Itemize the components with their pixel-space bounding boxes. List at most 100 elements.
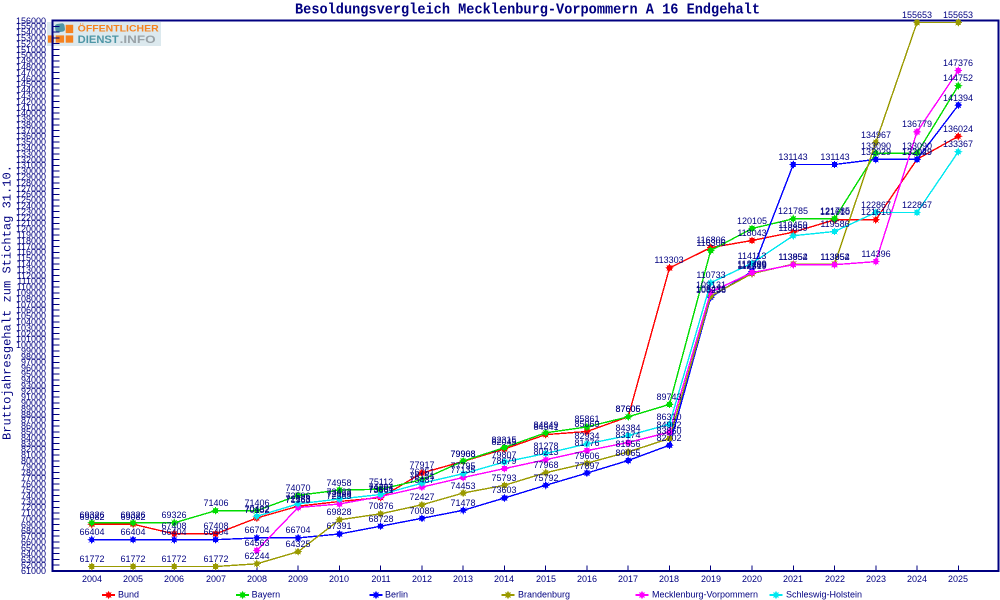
svg-text:2018: 2018 (659, 574, 679, 584)
svg-text:85069: 85069 (574, 419, 599, 429)
svg-text:82000: 82000 (21, 444, 46, 454)
svg-text:121610: 121610 (861, 207, 891, 217)
svg-text:116806: 116806 (696, 235, 725, 245)
svg-text:124000: 124000 (16, 201, 46, 211)
svg-text:80065: 80065 (615, 448, 640, 458)
svg-text:84849: 84849 (533, 420, 558, 430)
svg-text:82934: 82934 (574, 431, 599, 441)
svg-text:83174: 83174 (615, 430, 640, 440)
svg-text:77000: 77000 (21, 473, 46, 483)
svg-text:123000: 123000 (16, 207, 46, 217)
svg-text:87605: 87605 (615, 404, 640, 414)
svg-text:70432: 70432 (244, 504, 269, 514)
svg-text:110733: 110733 (696, 270, 725, 280)
svg-text:84000: 84000 (21, 433, 46, 443)
svg-text:72000: 72000 (21, 502, 46, 512)
svg-text:94000: 94000 (21, 375, 46, 385)
svg-text:61772: 61772 (161, 554, 186, 564)
svg-text:67408: 67408 (203, 521, 228, 531)
svg-text:121785: 121785 (778, 206, 808, 216)
svg-text:100000: 100000 (16, 340, 46, 350)
svg-text:69828: 69828 (326, 507, 351, 517)
svg-text:125000: 125000 (16, 195, 46, 205)
svg-text:132049: 132049 (902, 147, 932, 157)
svg-text:131000: 131000 (16, 160, 46, 170)
svg-text:93000: 93000 (21, 381, 46, 391)
svg-text:2010: 2010 (329, 574, 349, 584)
svg-text:83000: 83000 (21, 439, 46, 449)
svg-text:82045: 82045 (491, 437, 516, 447)
svg-text:66404: 66404 (161, 527, 186, 537)
svg-text:146000: 146000 (16, 74, 46, 84)
svg-text:131143: 131143 (820, 152, 849, 162)
svg-text:2005: 2005 (123, 574, 143, 584)
svg-text:113852: 113852 (820, 252, 849, 262)
svg-text:2008: 2008 (247, 574, 267, 584)
svg-text:65000: 65000 (21, 543, 46, 553)
svg-text:68728: 68728 (368, 514, 393, 524)
svg-text:85861: 85861 (574, 414, 599, 424)
svg-text:73661: 73661 (368, 485, 393, 495)
svg-text:103000: 103000 (16, 323, 46, 333)
svg-text:66404: 66404 (120, 527, 145, 537)
svg-text:156000: 156000 (16, 16, 46, 26)
svg-text:122867: 122867 (861, 200, 891, 210)
svg-text:101000: 101000 (16, 334, 46, 344)
svg-text:67391: 67391 (326, 521, 351, 531)
svg-text:77135: 77135 (450, 465, 475, 475)
svg-text:79968: 79968 (450, 449, 475, 459)
svg-text:136024: 136024 (943, 124, 973, 134)
svg-text:2024: 2024 (907, 574, 927, 584)
svg-text:151000: 151000 (16, 45, 46, 55)
svg-text:127000: 127000 (16, 184, 46, 194)
svg-text:119459: 119459 (778, 220, 807, 230)
svg-text:72563: 72563 (326, 491, 351, 501)
svg-text:66404: 66404 (203, 527, 228, 537)
svg-text:Schleswig-Holstein: Schleswig-Holstein (786, 590, 862, 600)
svg-text:81776: 81776 (574, 438, 599, 448)
svg-text:133367: 133367 (943, 139, 973, 149)
svg-text:155000: 155000 (16, 21, 46, 31)
svg-text:139000: 139000 (16, 114, 46, 124)
svg-text:Brandenburg: Brandenburg (518, 590, 570, 600)
svg-text:2011: 2011 (371, 574, 390, 584)
svg-text:2007: 2007 (206, 574, 226, 584)
svg-text:108436: 108436 (696, 284, 726, 294)
svg-text:112709: 112709 (737, 259, 766, 269)
svg-text:2012: 2012 (412, 574, 432, 584)
svg-text:62000: 62000 (21, 560, 46, 570)
svg-text:115000: 115000 (17, 253, 46, 263)
svg-text:79606: 79606 (574, 451, 599, 461)
svg-text:114396: 114396 (861, 249, 890, 259)
svg-text:141394: 141394 (943, 93, 973, 103)
svg-text:144000: 144000 (16, 85, 46, 95)
svg-text:2022: 2022 (825, 574, 845, 584)
svg-text:97000: 97000 (21, 357, 46, 367)
svg-text:72998: 72998 (326, 489, 351, 499)
svg-text:141000: 141000 (16, 103, 46, 113)
svg-text:89000: 89000 (21, 404, 46, 414)
svg-text:108236: 108236 (696, 285, 726, 295)
svg-text:69000: 69000 (21, 520, 46, 530)
svg-text:113954: 113954 (778, 252, 807, 262)
svg-text:113954: 113954 (820, 252, 849, 262)
svg-text:Mecklenburg-Vorpommern: Mecklenburg-Vorpommern (652, 590, 758, 600)
svg-text:2013: 2013 (453, 574, 473, 584)
svg-text:64563: 64563 (244, 538, 269, 548)
svg-text:2021: 2021 (783, 574, 803, 584)
svg-text:79908: 79908 (450, 449, 475, 459)
svg-text:134967: 134967 (861, 130, 891, 140)
svg-text:84541: 84541 (533, 422, 558, 432)
svg-text:113000: 113000 (17, 265, 46, 275)
svg-text:135000: 135000 (16, 137, 46, 147)
svg-text:73423: 73423 (326, 487, 351, 497)
svg-text:79000: 79000 (21, 462, 46, 472)
svg-text:153000: 153000 (16, 33, 46, 43)
svg-text:67408: 67408 (161, 521, 186, 531)
svg-text:138000: 138000 (16, 120, 46, 130)
svg-text:70000: 70000 (21, 514, 46, 524)
svg-text:149000: 149000 (16, 56, 46, 66)
svg-text:71478: 71478 (450, 498, 475, 508)
svg-text:62244: 62244 (244, 551, 269, 561)
svg-text:112489: 112489 (737, 260, 766, 270)
